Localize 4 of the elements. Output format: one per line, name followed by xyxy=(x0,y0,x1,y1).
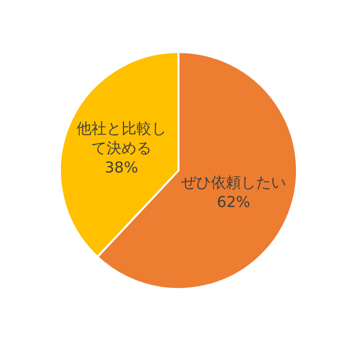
slice-label: 他社と比較して決める xyxy=(76,119,166,157)
data-label: 38% xyxy=(104,158,138,176)
slice-label: ぜひ依頼したい xyxy=(181,174,286,192)
data-label: 62% xyxy=(216,193,250,212)
